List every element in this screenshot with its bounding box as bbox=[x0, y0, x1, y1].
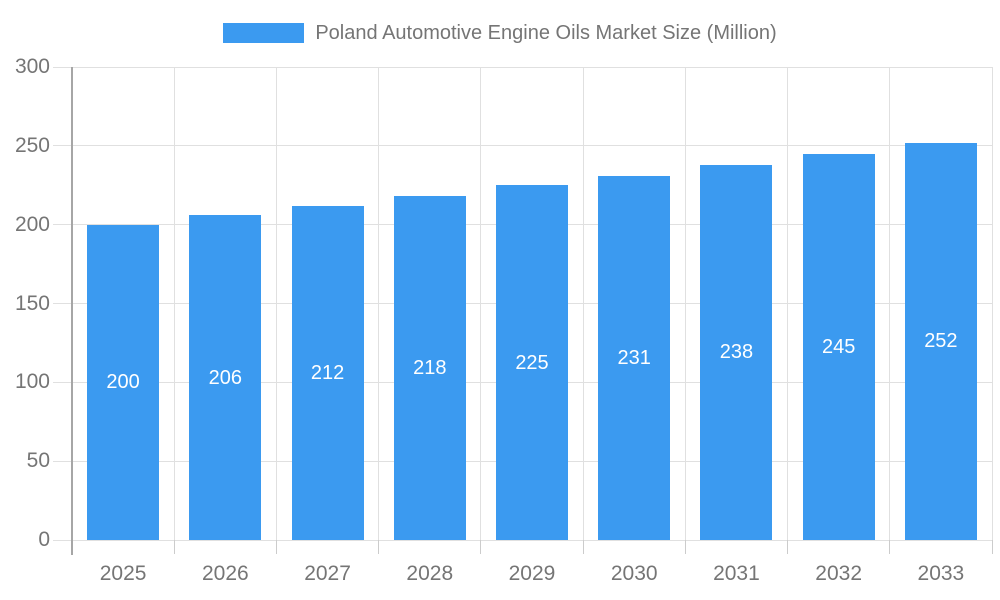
x-tick-label: 2031 bbox=[713, 562, 760, 585]
x-tick-mark bbox=[378, 540, 380, 554]
x-tick-label: 2027 bbox=[304, 562, 351, 585]
x-tick-label: 2032 bbox=[815, 562, 863, 585]
bar[interactable] bbox=[393, 196, 466, 540]
gridline-vertical bbox=[480, 67, 482, 540]
x-tick-mark bbox=[991, 540, 993, 554]
x-tick-label: 2033 bbox=[917, 562, 965, 585]
x-tick-mark bbox=[684, 540, 686, 554]
y-tick-label: 150 bbox=[14, 291, 50, 315]
gridline-vertical bbox=[173, 67, 175, 540]
chart-legend: Poland Automotive Engine Oils Market Siz… bbox=[0, 20, 1000, 46]
x-tick-mark bbox=[889, 540, 891, 554]
gridline-horizontal bbox=[53, 539, 992, 541]
y-tick-label: 250 bbox=[14, 133, 50, 157]
bar-value-label: 231 bbox=[617, 346, 651, 369]
legend-label: Poland Automotive Engine Oils Market Siz… bbox=[315, 21, 777, 44]
bar[interactable] bbox=[291, 205, 364, 540]
bar[interactable] bbox=[700, 164, 773, 540]
bar-value-label: 252 bbox=[924, 330, 958, 353]
x-tick-label: 2030 bbox=[610, 562, 658, 585]
gridline-vertical bbox=[582, 67, 584, 540]
gridline-horizontal bbox=[53, 66, 992, 68]
gridline-vertical bbox=[991, 67, 993, 540]
x-tick-mark bbox=[582, 540, 584, 554]
bar[interactable] bbox=[802, 153, 875, 540]
bar-value-label: 200 bbox=[106, 371, 140, 394]
gridline-vertical bbox=[275, 67, 277, 540]
bar-value-label: 206 bbox=[208, 366, 243, 389]
gridline-vertical bbox=[684, 67, 686, 540]
x-tick-mark bbox=[787, 540, 789, 554]
bar[interactable] bbox=[87, 224, 160, 540]
x-tick-mark bbox=[480, 540, 482, 554]
y-tick-label: 50 bbox=[26, 449, 50, 473]
legend-swatch bbox=[223, 23, 305, 43]
x-tick-mark bbox=[275, 540, 277, 554]
x-tick-label: 2028 bbox=[406, 562, 454, 585]
gridline-vertical bbox=[787, 67, 789, 540]
bar[interactable] bbox=[189, 215, 262, 540]
bar-value-label: 212 bbox=[310, 361, 345, 384]
bar-value-label: 225 bbox=[515, 351, 549, 374]
bar-value-label: 218 bbox=[413, 357, 447, 380]
x-tick-label: 2029 bbox=[508, 562, 556, 585]
y-tick-label: 300 bbox=[14, 55, 50, 78]
gridline-horizontal bbox=[53, 145, 992, 147]
bar[interactable] bbox=[598, 175, 671, 540]
x-tick-label: 2026 bbox=[201, 562, 249, 585]
bar-value-label: 245 bbox=[821, 335, 856, 358]
x-tick-label: 2025 bbox=[99, 562, 147, 585]
x-tick-mark bbox=[173, 540, 175, 554]
gridline-vertical bbox=[378, 67, 380, 540]
y-tick-label: 0 bbox=[38, 528, 50, 551]
gridline-vertical bbox=[889, 67, 891, 540]
bar-value-label: 238 bbox=[719, 341, 754, 364]
y-tick-label: 200 bbox=[14, 212, 50, 236]
y-tick-label: 100 bbox=[14, 370, 50, 394]
bar[interactable] bbox=[496, 185, 568, 540]
bar[interactable] bbox=[904, 142, 977, 540]
y-axis-line bbox=[71, 67, 73, 555]
